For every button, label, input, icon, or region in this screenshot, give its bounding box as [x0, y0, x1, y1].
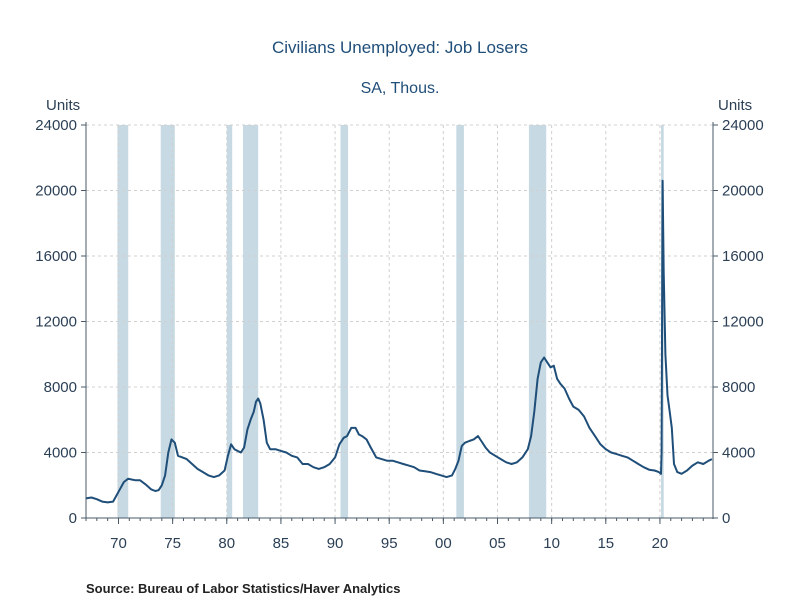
- recession-bands: [117, 125, 664, 518]
- source-note: Source: Bureau of Labor Statistics/Haver…: [86, 581, 401, 596]
- x-tick-label: 75: [164, 535, 181, 552]
- x-tick-label: 05: [489, 535, 506, 552]
- x-tick-label: 00: [435, 535, 452, 552]
- y-tick-label-right: 24000: [722, 117, 764, 134]
- y-tick-label-right: 0: [722, 510, 730, 527]
- gridlines: [86, 124, 713, 519]
- y-tick-label-right: 20000: [722, 183, 764, 200]
- y-axis-label-right: Units: [718, 97, 753, 114]
- series-line: [85, 179, 713, 504]
- x-tick-label: 70: [110, 535, 127, 552]
- axes: [81, 122, 718, 524]
- y-tick-label-right: 8000: [722, 379, 755, 396]
- series-layer: [85, 179, 713, 504]
- y-axis-label-left: Units: [46, 97, 81, 114]
- recession-band: [226, 125, 233, 518]
- y-tick-label-left: 12000: [35, 314, 77, 331]
- y-tick-label-left: 0: [69, 510, 77, 527]
- y-tick-label-left: 4000: [44, 445, 77, 462]
- y-tick-label-left: 16000: [35, 248, 77, 265]
- x-tick-label: 15: [597, 535, 614, 552]
- x-tick-label: 20: [652, 535, 669, 552]
- y-tick-label-left: 8000: [44, 379, 77, 396]
- chart-title: Civilians Unemployed: Job Losers: [271, 38, 529, 57]
- y-tick-label-right: 16000: [722, 248, 764, 265]
- y-tick-label-left: 20000: [35, 183, 77, 200]
- chart-subtitle: SA, Thous.: [360, 80, 440, 97]
- x-tick-label: 90: [327, 535, 344, 552]
- x-tick-label: 10: [543, 535, 560, 552]
- x-tick-label: 85: [273, 535, 290, 552]
- x-tick-label: 95: [381, 535, 398, 552]
- recession-band: [160, 125, 175, 518]
- y-tick-label-right: 4000: [722, 445, 755, 462]
- y-tick-label-left: 24000: [35, 117, 77, 134]
- y-tick-label-right: 12000: [722, 314, 764, 331]
- x-tick-label: 80: [218, 535, 235, 552]
